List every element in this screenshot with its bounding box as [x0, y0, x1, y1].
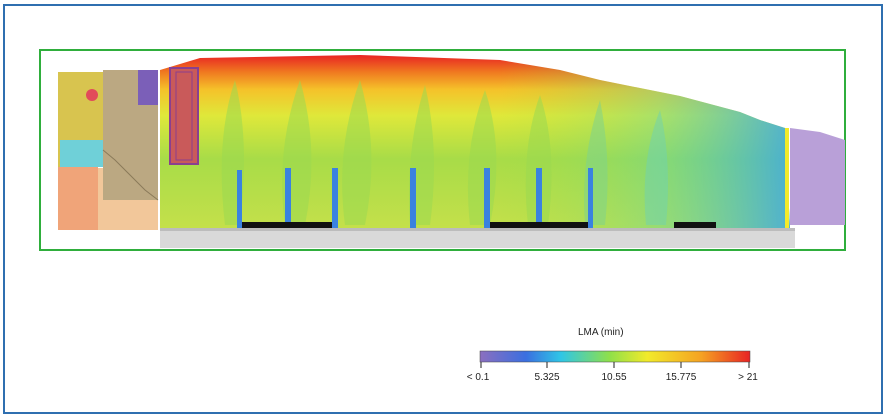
legend-tick-label: 10.55: [601, 372, 627, 383]
column: [332, 168, 338, 228]
annex-cyan-zone: [60, 140, 105, 167]
bench: [242, 222, 332, 228]
floor-edge: [160, 228, 795, 231]
red-marker-icon: [86, 89, 98, 101]
legend-tick-label: 15.775: [665, 372, 697, 383]
upper-purple-block: [138, 70, 158, 105]
column: [237, 170, 242, 228]
heater-unit-inner: [175, 71, 193, 161]
legend-tick-label: < 0.1: [466, 372, 490, 383]
column: [285, 168, 291, 228]
plume: [525, 95, 552, 225]
column-group: [237, 168, 593, 228]
right-wall: [785, 128, 789, 228]
column: [536, 168, 542, 228]
heater-unit: [169, 67, 199, 165]
building-outline: [39, 49, 846, 251]
plume: [342, 80, 372, 225]
right-annex: [790, 128, 845, 225]
plume: [644, 110, 668, 225]
floor: [160, 228, 795, 248]
legend-tick-marks: [480, 362, 750, 368]
main-hall-right-fade: [500, 60, 790, 228]
legend-colorbar: [479, 350, 751, 363]
legend-title: LMA (min): [578, 327, 624, 338]
bench: [674, 222, 716, 228]
column: [484, 168, 490, 228]
annex-lower-left: [58, 165, 98, 230]
legend-tick-label: > 21: [738, 372, 758, 383]
plume-group: [221, 80, 668, 225]
column: [588, 168, 593, 228]
stair-steps: [102, 149, 159, 201]
legend-tick-label: 5.325: [534, 372, 560, 383]
bench: [490, 222, 588, 228]
column: [410, 168, 416, 228]
bench-group: [242, 222, 716, 228]
